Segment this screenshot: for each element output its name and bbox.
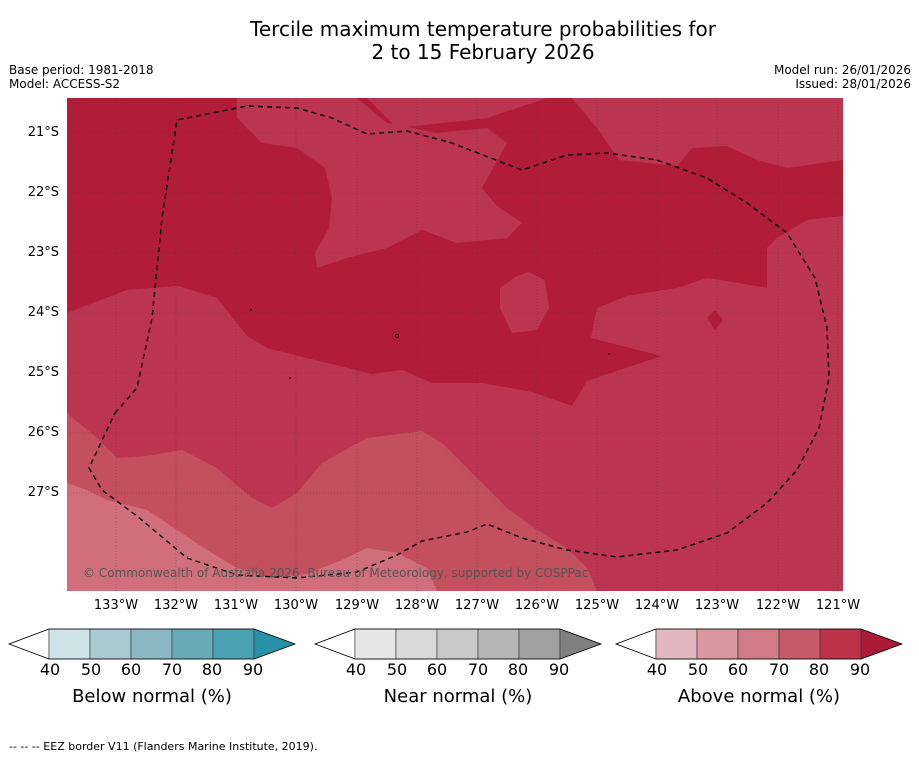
model-run: Model run: 26/01/2026 bbox=[773, 63, 911, 77]
meta-right: Model run: 26/01/2026 Issued: 28/01/2026 bbox=[774, 63, 911, 91]
cbar-below-segment bbox=[89, 628, 132, 660]
zone-high-main bbox=[67, 98, 843, 406]
cbar-tick: 40 bbox=[646, 660, 668, 679]
title-line-1: Tercile maximum temperature probabilitie… bbox=[250, 17, 716, 41]
colorbar-above-label: Above normal (%) bbox=[677, 686, 841, 707]
cbar-above-segment bbox=[696, 628, 739, 660]
cbar-tick: 40 bbox=[39, 660, 61, 679]
cbar-near-segment bbox=[436, 628, 479, 660]
lon-label: 126°W bbox=[514, 598, 560, 613]
eez-footnote: -- -- -- EEZ border V11 (Flanders Marine… bbox=[9, 740, 318, 753]
lon-label: 121°W bbox=[815, 598, 861, 613]
cbar-below-segment bbox=[212, 628, 255, 660]
lon-label: 124°W bbox=[634, 598, 680, 613]
model-name: Model: ACCESS-S2 bbox=[9, 77, 121, 91]
colorbar-near bbox=[314, 628, 602, 660]
zone-mid-north bbox=[237, 98, 522, 268]
cbar-near-segment bbox=[314, 628, 356, 660]
cbar-tick: 90 bbox=[242, 660, 264, 679]
cbar-tick: 90 bbox=[849, 660, 871, 679]
cbar-tick: 50 bbox=[687, 660, 709, 679]
cbar-tick: 50 bbox=[80, 660, 102, 679]
lon-label: 130°W bbox=[273, 598, 319, 613]
cbar-tick: 80 bbox=[808, 660, 830, 679]
map-title: Tercile maximum temperature probabilitie… bbox=[0, 18, 919, 64]
lon-label: 125°W bbox=[574, 598, 620, 613]
lat-label: 23°S bbox=[27, 245, 59, 260]
lon-label: 129°W bbox=[334, 598, 380, 613]
lat-label: 21°S bbox=[27, 125, 59, 140]
graticule bbox=[67, 98, 843, 591]
title-line-2: 2 to 15 February 2026 bbox=[371, 40, 595, 64]
lat-label: 25°S bbox=[27, 365, 59, 380]
islands bbox=[250, 309, 610, 379]
lat-label: 27°S bbox=[27, 485, 59, 500]
lon-label: 123°W bbox=[694, 598, 740, 613]
cbar-below-outline bbox=[8, 628, 296, 660]
zone-high-east-cut bbox=[707, 310, 723, 330]
lon-label: 128°W bbox=[394, 598, 440, 613]
cbar-above-segment bbox=[615, 628, 657, 660]
lon-label: 132°W bbox=[153, 598, 199, 613]
colorbar-near-label: Near normal (%) bbox=[383, 686, 533, 707]
cbar-near-segment bbox=[518, 628, 561, 660]
cbar-above-segment bbox=[737, 628, 780, 660]
cbar-tick: 70 bbox=[768, 660, 790, 679]
lon-label: 133°W bbox=[93, 598, 139, 613]
cbar-tick: 70 bbox=[467, 660, 489, 679]
cbar-tick: 50 bbox=[386, 660, 408, 679]
lat-label: 26°S bbox=[27, 425, 59, 440]
issued-date: Issued: 28/01/2026 bbox=[795, 77, 911, 91]
colorbar-below-label: Below normal (%) bbox=[72, 686, 232, 707]
cbar-tick: 80 bbox=[507, 660, 529, 679]
lon-label: 131°W bbox=[213, 598, 259, 613]
cbar-below-segment bbox=[48, 628, 91, 660]
cbar-above-outline bbox=[615, 628, 903, 660]
cbar-tick: 60 bbox=[426, 660, 448, 679]
cbar-below-segment bbox=[8, 628, 50, 660]
cbar-near-segment bbox=[354, 628, 397, 660]
colorbar-below bbox=[8, 628, 296, 660]
zone-mid-east bbox=[67, 216, 843, 591]
probability-map: © Commonwealth of Australia 2026, Bureau… bbox=[67, 98, 843, 591]
lat-label: 24°S bbox=[27, 305, 59, 320]
cbar-tick: 40 bbox=[345, 660, 367, 679]
cbar-above-segment bbox=[860, 628, 903, 660]
cbar-below-segment bbox=[171, 628, 214, 660]
cbar-below-segment bbox=[253, 628, 296, 660]
cbar-above-segment bbox=[778, 628, 821, 660]
lon-label: 122°W bbox=[755, 598, 801, 613]
cbar-tick: 80 bbox=[201, 660, 223, 679]
copyright-notice: © Commonwealth of Australia 2026, Bureau… bbox=[83, 566, 588, 580]
cbar-tick: 70 bbox=[161, 660, 183, 679]
cbar-near-segment bbox=[395, 628, 438, 660]
cbar-tick: 60 bbox=[727, 660, 749, 679]
cbar-near-segment bbox=[477, 628, 520, 660]
cbar-above-segment bbox=[655, 628, 698, 660]
cbar-above-segment bbox=[819, 628, 862, 660]
cbar-tick: 90 bbox=[548, 660, 570, 679]
cbar-near-outline bbox=[314, 628, 602, 660]
cbar-near-segment bbox=[559, 628, 602, 660]
base-period: Base period: 1981-2018 bbox=[9, 63, 154, 77]
lon-label: 127°W bbox=[454, 598, 500, 613]
zone-lowest-southwest bbox=[67, 483, 437, 591]
meta-left: Base period: 1981-2018 Model: ACCESS-S2 bbox=[9, 63, 154, 91]
cbar-below-segment bbox=[130, 628, 173, 660]
colorbar-above bbox=[615, 628, 903, 660]
lat-label: 22°S bbox=[27, 185, 59, 200]
cbar-tick: 60 bbox=[120, 660, 142, 679]
eez-border bbox=[88, 105, 830, 579]
